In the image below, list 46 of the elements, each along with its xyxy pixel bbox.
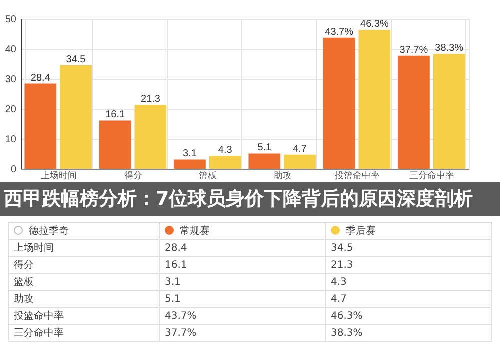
category-label: 三分命中率 [14, 328, 64, 339]
y-tick-label: 40 [5, 44, 17, 56]
data-label: 37.7% [400, 44, 428, 56]
y-tick-label: 30 [5, 74, 17, 86]
legend-label: 季后赛 [326, 222, 492, 240]
text: 4.7 [331, 294, 347, 304]
category-label: 助攻 [14, 294, 34, 305]
text: 43.7% [165, 310, 197, 322]
text: 28.4 [165, 242, 188, 254]
data-label: 3.1 [183, 148, 198, 160]
category-label: 上场时间 [14, 243, 54, 254]
text: 38.3% [331, 328, 363, 338]
category-label: 篮板 [14, 277, 34, 288]
data-label: 43.7% [325, 26, 354, 38]
category-label: 得分 [14, 260, 34, 271]
text: 16.1 [165, 260, 188, 270]
x-tick-label: 上场时间 [40, 170, 77, 180]
text: 34.5 [331, 242, 354, 254]
text: 5.1 [165, 294, 181, 304]
data-label: 21.3 [140, 94, 161, 106]
y-tick-label: 0 [10, 164, 17, 176]
text: 46.3% [331, 310, 363, 322]
legend-title: 德拉季奇 [8, 222, 160, 240]
text: 21.3 [331, 260, 354, 270]
x-tick-label: 投篮命中率 [334, 170, 380, 180]
text: 4.3 [331, 276, 347, 288]
y-tick-label: 20 [5, 104, 17, 116]
x-tick-label: 助攻 [274, 170, 292, 180]
x-tick-label: 三分命中率 [410, 170, 455, 180]
text: 西甲跌幅榜分析：7位球员身价下降背后的原因深度剖析 [0, 182, 500, 216]
y-tick-label: 50 [5, 14, 17, 26]
data-label: 38.3% [435, 43, 464, 54]
category-label: 投篮命中率 [14, 311, 64, 322]
legend-label: 常规赛 [160, 222, 326, 240]
text: 37.7% [165, 328, 197, 338]
data-label: 28.4 [30, 72, 51, 84]
x-tick-label: 得分 [124, 170, 142, 180]
data-label: 4.3 [218, 145, 233, 156]
x-tick-label: 篮板 [199, 170, 218, 180]
data-label: 16.1 [106, 110, 126, 121]
data-label: 46.3% [360, 19, 389, 30]
y-tick-label: 10 [5, 134, 17, 146]
data-label: 4.7 [293, 144, 308, 155]
data-label: 34.5 [66, 54, 86, 66]
text: 3.1 [165, 276, 181, 288]
data-label: 5.1 [258, 142, 272, 154]
